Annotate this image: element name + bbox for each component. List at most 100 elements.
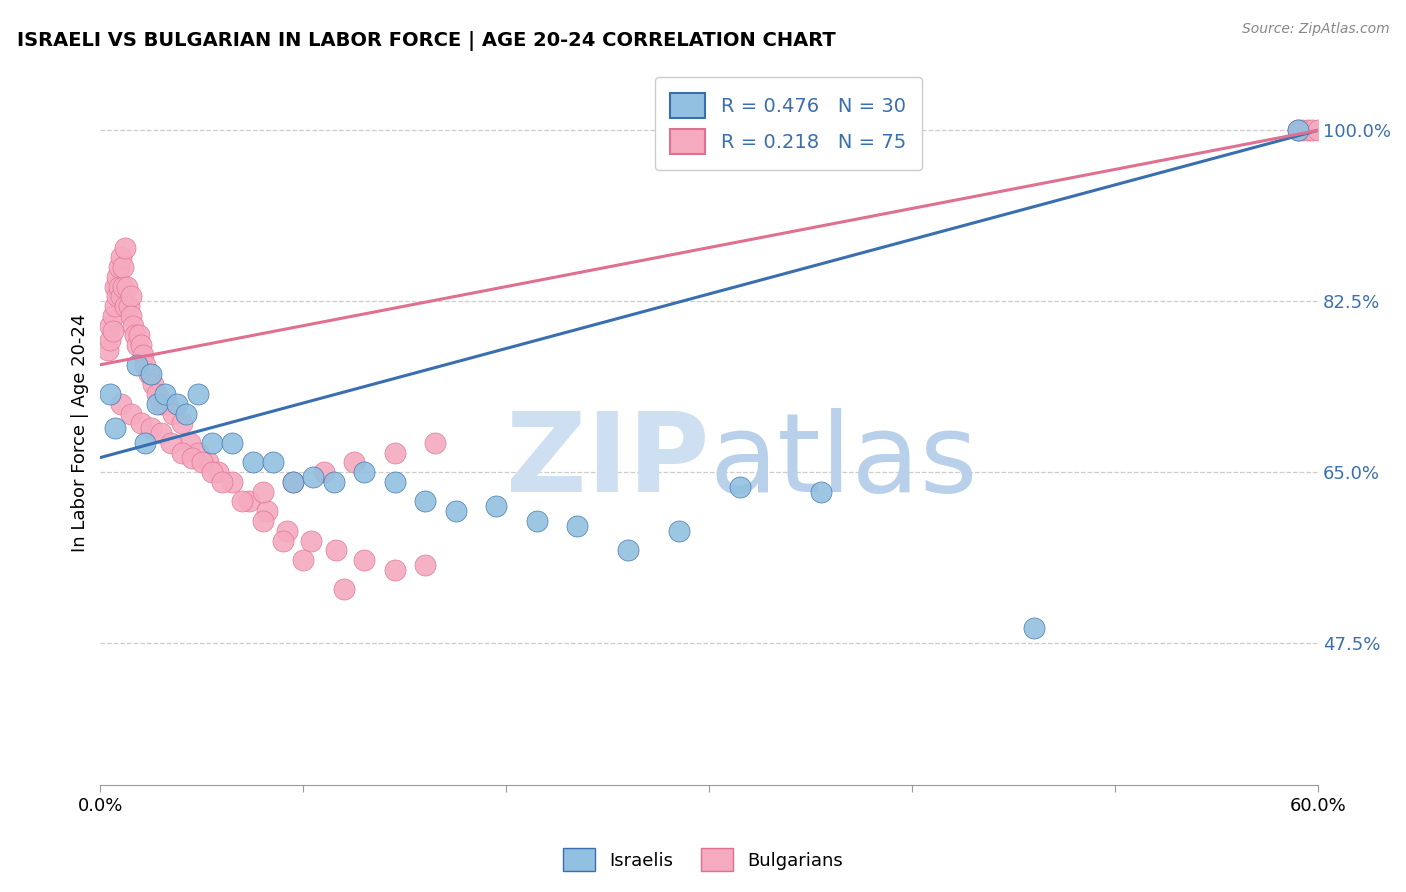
Point <box>617 543 640 558</box>
Point <box>160 435 183 450</box>
Point <box>146 397 169 411</box>
Point <box>211 475 233 489</box>
Point <box>384 475 406 489</box>
Text: ISRAELI VS BULGARIAN IN LABOR FORCE | AGE 20-24 CORRELATION CHART: ISRAELI VS BULGARIAN IN LABOR FORCE | AG… <box>17 31 835 51</box>
Point <box>271 533 294 548</box>
Point <box>413 558 436 572</box>
Point <box>413 494 436 508</box>
Point <box>170 445 193 459</box>
Point <box>384 445 406 459</box>
Point <box>115 279 138 293</box>
Point <box>134 358 156 372</box>
Point <box>132 348 155 362</box>
Point <box>526 514 548 528</box>
Point <box>333 582 356 597</box>
Point <box>191 455 214 469</box>
Point <box>101 324 124 338</box>
Point <box>1308 123 1330 137</box>
Point <box>105 289 128 303</box>
Point <box>100 318 122 333</box>
Point <box>114 299 136 313</box>
Point <box>150 397 173 411</box>
Point <box>128 328 150 343</box>
Point <box>100 387 122 401</box>
Point <box>728 480 751 494</box>
Point <box>425 435 447 450</box>
Point <box>124 328 146 343</box>
Point <box>125 358 148 372</box>
Point <box>325 543 347 558</box>
Point <box>146 387 169 401</box>
Text: atlas: atlas <box>709 408 977 515</box>
Point <box>1022 622 1045 636</box>
Point <box>110 289 132 303</box>
Point <box>100 334 122 348</box>
Point <box>276 524 298 538</box>
Point <box>1286 123 1309 137</box>
Point <box>155 387 177 401</box>
Point <box>485 500 508 514</box>
Point <box>111 279 134 293</box>
Point <box>142 377 165 392</box>
Point <box>107 260 129 274</box>
Point <box>139 421 162 435</box>
Point <box>252 484 274 499</box>
Point <box>129 338 152 352</box>
Point <box>1286 123 1309 137</box>
Point <box>125 338 148 352</box>
Point <box>810 484 832 499</box>
Point <box>179 435 201 450</box>
Point <box>312 465 335 479</box>
Point <box>103 421 125 435</box>
Point <box>180 450 202 465</box>
Point <box>162 407 184 421</box>
Point <box>101 309 124 323</box>
Point <box>201 435 224 450</box>
Point <box>322 475 344 489</box>
Point <box>353 465 375 479</box>
Point <box>187 387 209 401</box>
Point <box>134 435 156 450</box>
Point <box>221 435 243 450</box>
Point <box>138 368 160 382</box>
Point <box>139 368 162 382</box>
Point <box>567 519 589 533</box>
Point <box>197 455 219 469</box>
Point <box>668 524 690 538</box>
Point <box>111 260 134 274</box>
Point <box>262 455 284 469</box>
Point <box>1291 123 1313 137</box>
Point <box>231 494 253 508</box>
Point <box>150 426 173 441</box>
Point <box>1296 123 1319 137</box>
Point <box>201 465 224 479</box>
Point <box>384 563 406 577</box>
Point <box>292 553 315 567</box>
Point <box>238 494 260 508</box>
Point <box>283 475 305 489</box>
Point <box>283 475 305 489</box>
Text: Source: ZipAtlas.com: Source: ZipAtlas.com <box>1241 22 1389 37</box>
Point <box>114 240 136 254</box>
Point <box>343 455 366 469</box>
Point <box>120 309 142 323</box>
Point <box>166 397 188 411</box>
Point <box>187 445 209 459</box>
Point <box>103 299 125 313</box>
Point <box>221 475 243 489</box>
Point <box>1301 123 1323 137</box>
Point <box>107 279 129 293</box>
Point <box>444 504 467 518</box>
Point <box>174 407 197 421</box>
Point <box>252 514 274 528</box>
Point <box>105 269 128 284</box>
Point <box>118 299 141 313</box>
Text: ZIP: ZIP <box>506 408 709 515</box>
Legend: R = 0.476   N = 30, R = 0.218   N = 75: R = 0.476 N = 30, R = 0.218 N = 75 <box>655 77 922 169</box>
Point <box>121 318 143 333</box>
Point <box>170 417 193 431</box>
Point <box>120 289 142 303</box>
Point <box>207 465 229 479</box>
Point <box>353 553 375 567</box>
Point <box>129 417 152 431</box>
